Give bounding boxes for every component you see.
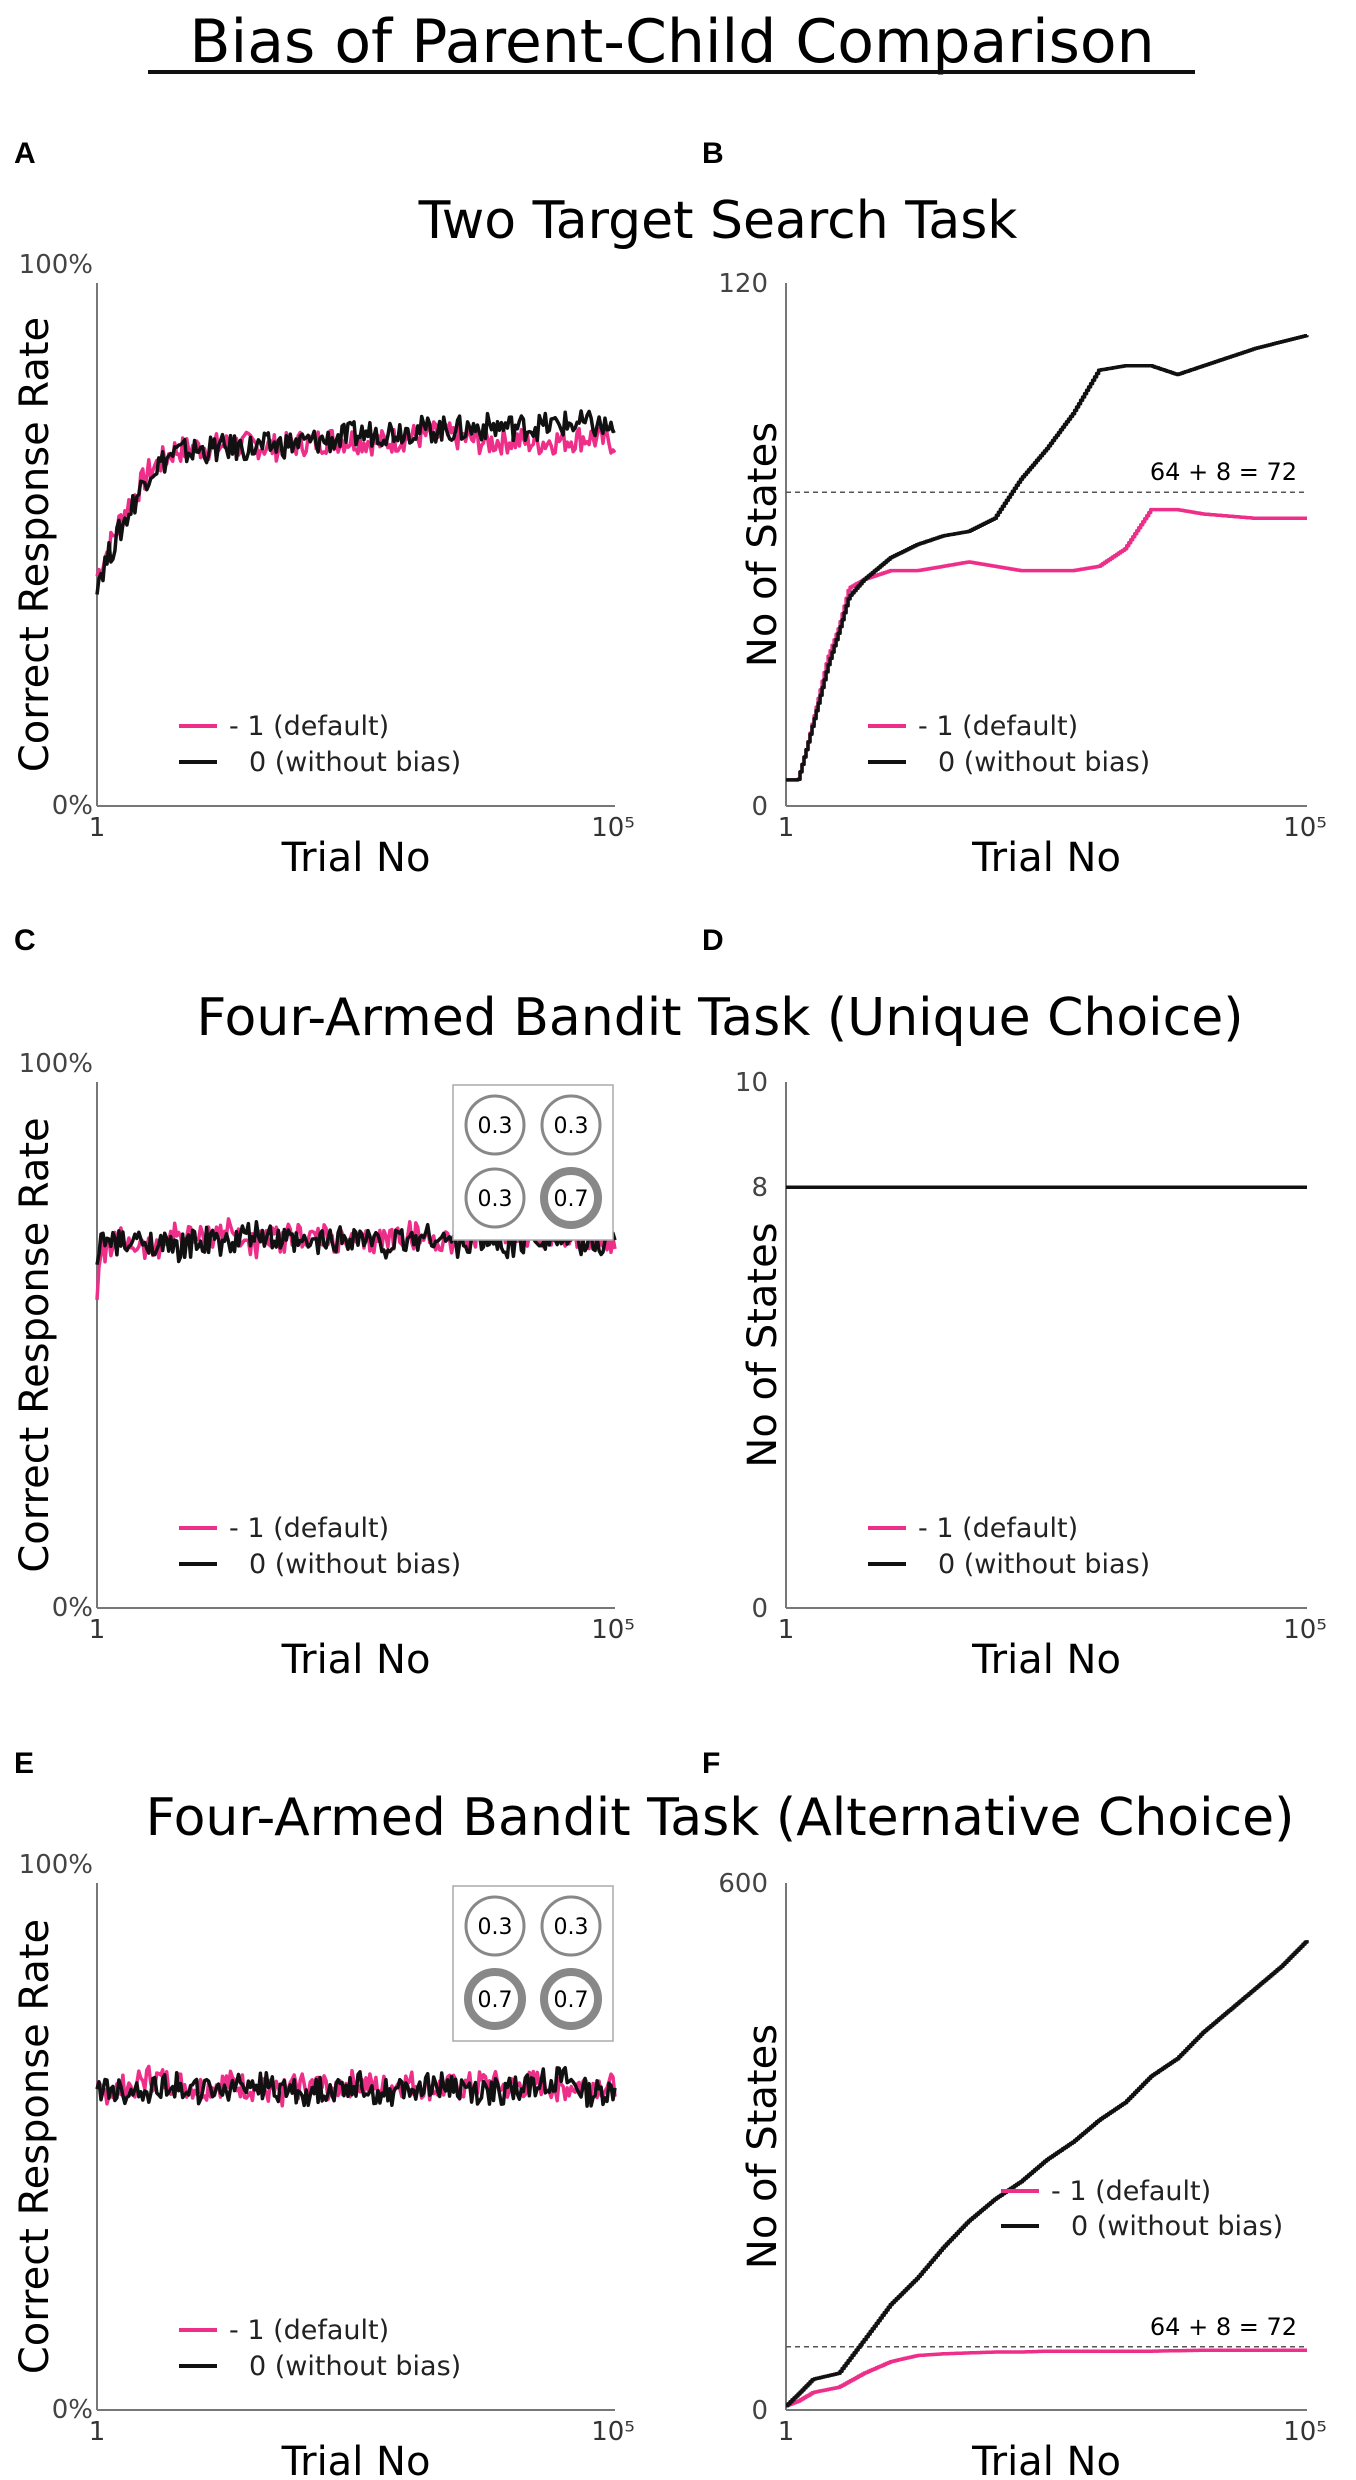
reward-circle	[540, 1094, 602, 1156]
x-tick-label: 10⁵	[591, 813, 635, 843]
reference-line-label: 64 + 8 = 72	[1150, 458, 1297, 486]
x-axis-label: Trial No	[971, 1637, 1121, 1683]
reference-line-label: 64 + 8 = 72	[1150, 2313, 1297, 2341]
x-tick-label: 10⁵	[591, 1615, 635, 1645]
reward-value: 0.7	[554, 1187, 589, 1212]
y-tick-label: 8	[751, 1173, 768, 1203]
chart-panel-c: C 0% 100% 1 10⁵ Trial No Correct Response Rate…	[12, 924, 635, 1683]
x-tick-label: 1	[778, 2417, 795, 2447]
reward-value: 0.7	[478, 1988, 513, 2013]
panel-letter: A	[14, 137, 36, 170]
panel-letter: E	[14, 1747, 34, 1780]
legend-label: - 1 (default)	[229, 711, 389, 742]
reward-value: 0.3	[478, 1915, 513, 1940]
task-title-row3: Four-Armed Bandit Task (Alternative Choi…	[146, 1788, 1295, 1848]
x-axis-label: Trial No	[971, 835, 1121, 881]
series-line-without-bias	[95, 409, 616, 595]
series-line-without-bias	[786, 334, 1309, 782]
x-tick-label: 1	[778, 813, 795, 843]
x-axis-label: Trial No	[281, 2439, 431, 2480]
reward-value: 0.3	[554, 1915, 589, 1940]
y-axis-label: No of States	[740, 422, 786, 667]
x-axis-label: Trial No	[281, 1637, 431, 1683]
y-tick-label: 600	[718, 1869, 768, 1899]
legend-label: 0 (without bias)	[938, 1549, 1150, 1580]
chart-panel-f: F 0 600 1 10⁵ Trial No No of States 64 + 8 = 72…	[702, 1747, 1327, 2480]
y-axis-label: Correct Response Rate	[12, 317, 58, 772]
reward-circle	[464, 1895, 526, 1957]
task-title-row2: Four-Armed Bandit Task (Unique Choice)	[197, 988, 1244, 1048]
chart-panel-a: A 0% 100% 1 10⁵ Trial No Correct Response Rate…	[12, 137, 635, 881]
x-tick-label: 10⁵	[591, 2417, 635, 2447]
legend-label: - 1 (default)	[229, 1513, 389, 1544]
y-tick-label: 100%	[19, 1049, 93, 1079]
x-axis-label: Trial No	[281, 835, 431, 881]
y-tick-label: 10	[735, 1068, 768, 1098]
y-tick-label: 120	[718, 269, 768, 299]
chart-panel-e: E 0% 100% 1 10⁵ Trial No Correct Response Rate…	[12, 1747, 635, 2480]
legend-label: - 1 (default)	[229, 2315, 389, 2346]
y-axis-label: No of States	[740, 2024, 786, 2269]
panel-letter: D	[702, 924, 724, 957]
reward-circle	[464, 1167, 526, 1229]
legend-label: - 1 (default)	[918, 711, 1078, 742]
series-line-without-bias	[95, 2065, 617, 2108]
panel-letter: C	[14, 924, 36, 957]
reward-value: 0.7	[554, 1988, 589, 2013]
reward-circle	[464, 1094, 526, 1156]
chart-panel-d: D 0 8 10 1 10⁵ Trial No No of States - 1 (defaul…	[702, 924, 1327, 1683]
figure-title: Bias of Parent-Child Comparison	[189, 7, 1154, 77]
x-tick-label: 10⁵	[1283, 1615, 1327, 1645]
legend-label: 0 (without bias)	[1071, 2211, 1283, 2242]
legend-label: 0 (without bias)	[249, 747, 461, 778]
x-tick-label: 10⁵	[1283, 2417, 1327, 2447]
reward-circle	[540, 1895, 602, 1957]
reward-value: 0.3	[478, 1187, 513, 1212]
x-tick-label: 1	[778, 1615, 795, 1645]
legend-label: 0 (without bias)	[938, 747, 1150, 778]
series-line-without-bias	[786, 1940, 1309, 2408]
panel-letter: F	[702, 1747, 720, 1780]
y-tick-label: 0%	[52, 2395, 93, 2425]
x-tick-label: 10⁵	[1283, 813, 1327, 843]
x-axis-label: Trial No	[971, 2439, 1121, 2480]
reward-value: 0.3	[554, 1114, 589, 1139]
panel-letter: B	[702, 137, 724, 170]
y-axis-label: No of States	[740, 1222, 786, 1467]
y-tick-label: 0	[751, 1594, 768, 1624]
reward-circle	[464, 1968, 526, 2030]
y-tick-label: 0%	[52, 1593, 93, 1623]
y-tick-label: 100%	[19, 1850, 93, 1880]
y-tick-label: 0	[751, 2396, 768, 2426]
x-tick-label: 1	[89, 813, 106, 843]
x-tick-label: 1	[89, 1615, 106, 1645]
y-axis-label: Correct Response Rate	[12, 1919, 58, 2374]
y-tick-label: 0	[751, 792, 768, 822]
x-tick-label: 1	[89, 2417, 106, 2447]
y-axis-label: Correct Response Rate	[12, 1117, 58, 1572]
legend-label: 0 (without bias)	[249, 1549, 461, 1580]
y-tick-label: 100%	[19, 250, 93, 280]
series-line-default	[786, 2348, 1307, 2408]
task-title-row1: Two Target Search Task	[418, 191, 1018, 251]
reward-circle	[540, 1968, 602, 2030]
reward-circle	[540, 1167, 602, 1229]
reward-value: 0.3	[478, 1114, 513, 1139]
legend-label: - 1 (default)	[1051, 2176, 1211, 2207]
legend-label: - 1 (default)	[918, 1513, 1078, 1544]
y-tick-label: 0%	[52, 791, 93, 821]
chart-panel-b: B 0 120 1 10⁵ Trial No No of States 64 + 8 = 72…	[702, 137, 1327, 881]
legend-label: 0 (without bias)	[249, 2351, 461, 2382]
